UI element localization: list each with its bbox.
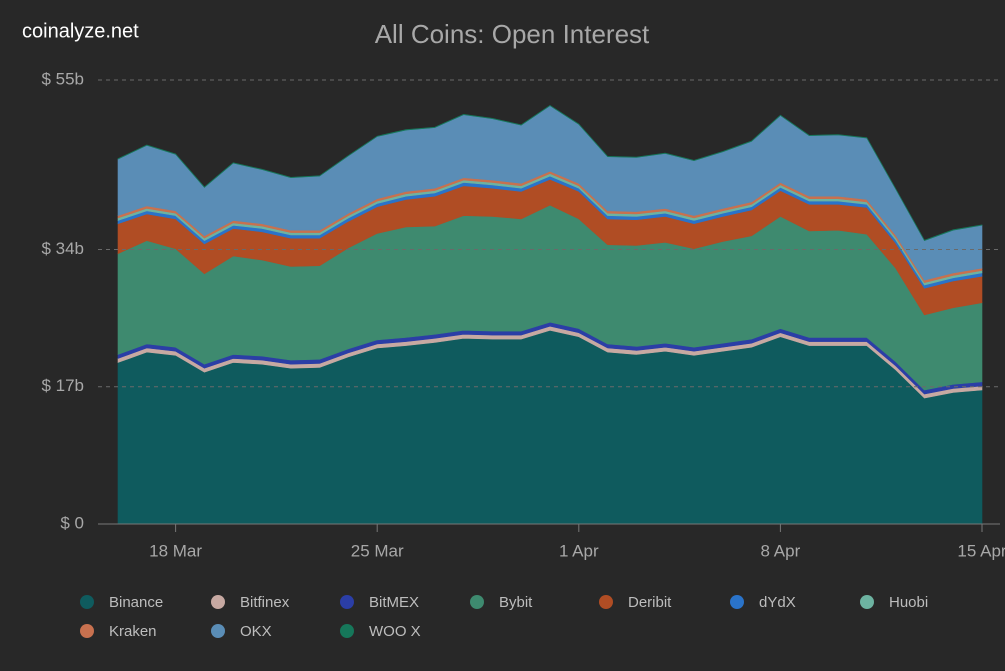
y-tick-label: $ 0 — [60, 513, 84, 532]
legend-marker — [599, 595, 613, 609]
legend-label: Bitfinex — [240, 594, 290, 611]
legend-label: BitMEX — [369, 594, 419, 611]
legend-label: Deribit — [628, 594, 672, 611]
legend-label: OKX — [240, 623, 272, 640]
legend-marker — [211, 624, 225, 638]
area — [117, 105, 983, 241]
areas — [117, 105, 983, 525]
x-tick-label: 18 Mar — [149, 541, 202, 560]
y-tick-label: $ 55b — [41, 69, 84, 88]
y-tick-label: $ 17b — [41, 376, 84, 395]
legend-marker — [80, 595, 94, 609]
legend-marker — [340, 595, 354, 609]
x-tick-label: 8 Apr — [761, 541, 801, 560]
chart-title: All Coins: Open Interest — [375, 19, 650, 49]
legend-marker — [340, 624, 354, 638]
legend-label: WOO X — [369, 623, 421, 640]
x-tick-label: 15 Apr — [957, 541, 1005, 560]
x-tick-label: 1 Apr — [559, 541, 599, 560]
y-tick-label: $ 34b — [41, 239, 84, 258]
legend-label: Kraken — [109, 623, 157, 640]
legend-label: Binance — [109, 594, 163, 611]
legend-label: dYdX — [759, 594, 796, 611]
legend-marker — [211, 595, 225, 609]
legend-marker — [80, 624, 94, 638]
legend-marker — [730, 595, 744, 609]
brand: coinalyze.net — [22, 20, 139, 42]
x-tick-label: 25 Mar — [351, 541, 404, 560]
legend-marker — [860, 595, 874, 609]
legend-label: Huobi — [889, 594, 928, 611]
legend-label: Bybit — [499, 594, 533, 611]
legend-marker — [470, 595, 484, 609]
